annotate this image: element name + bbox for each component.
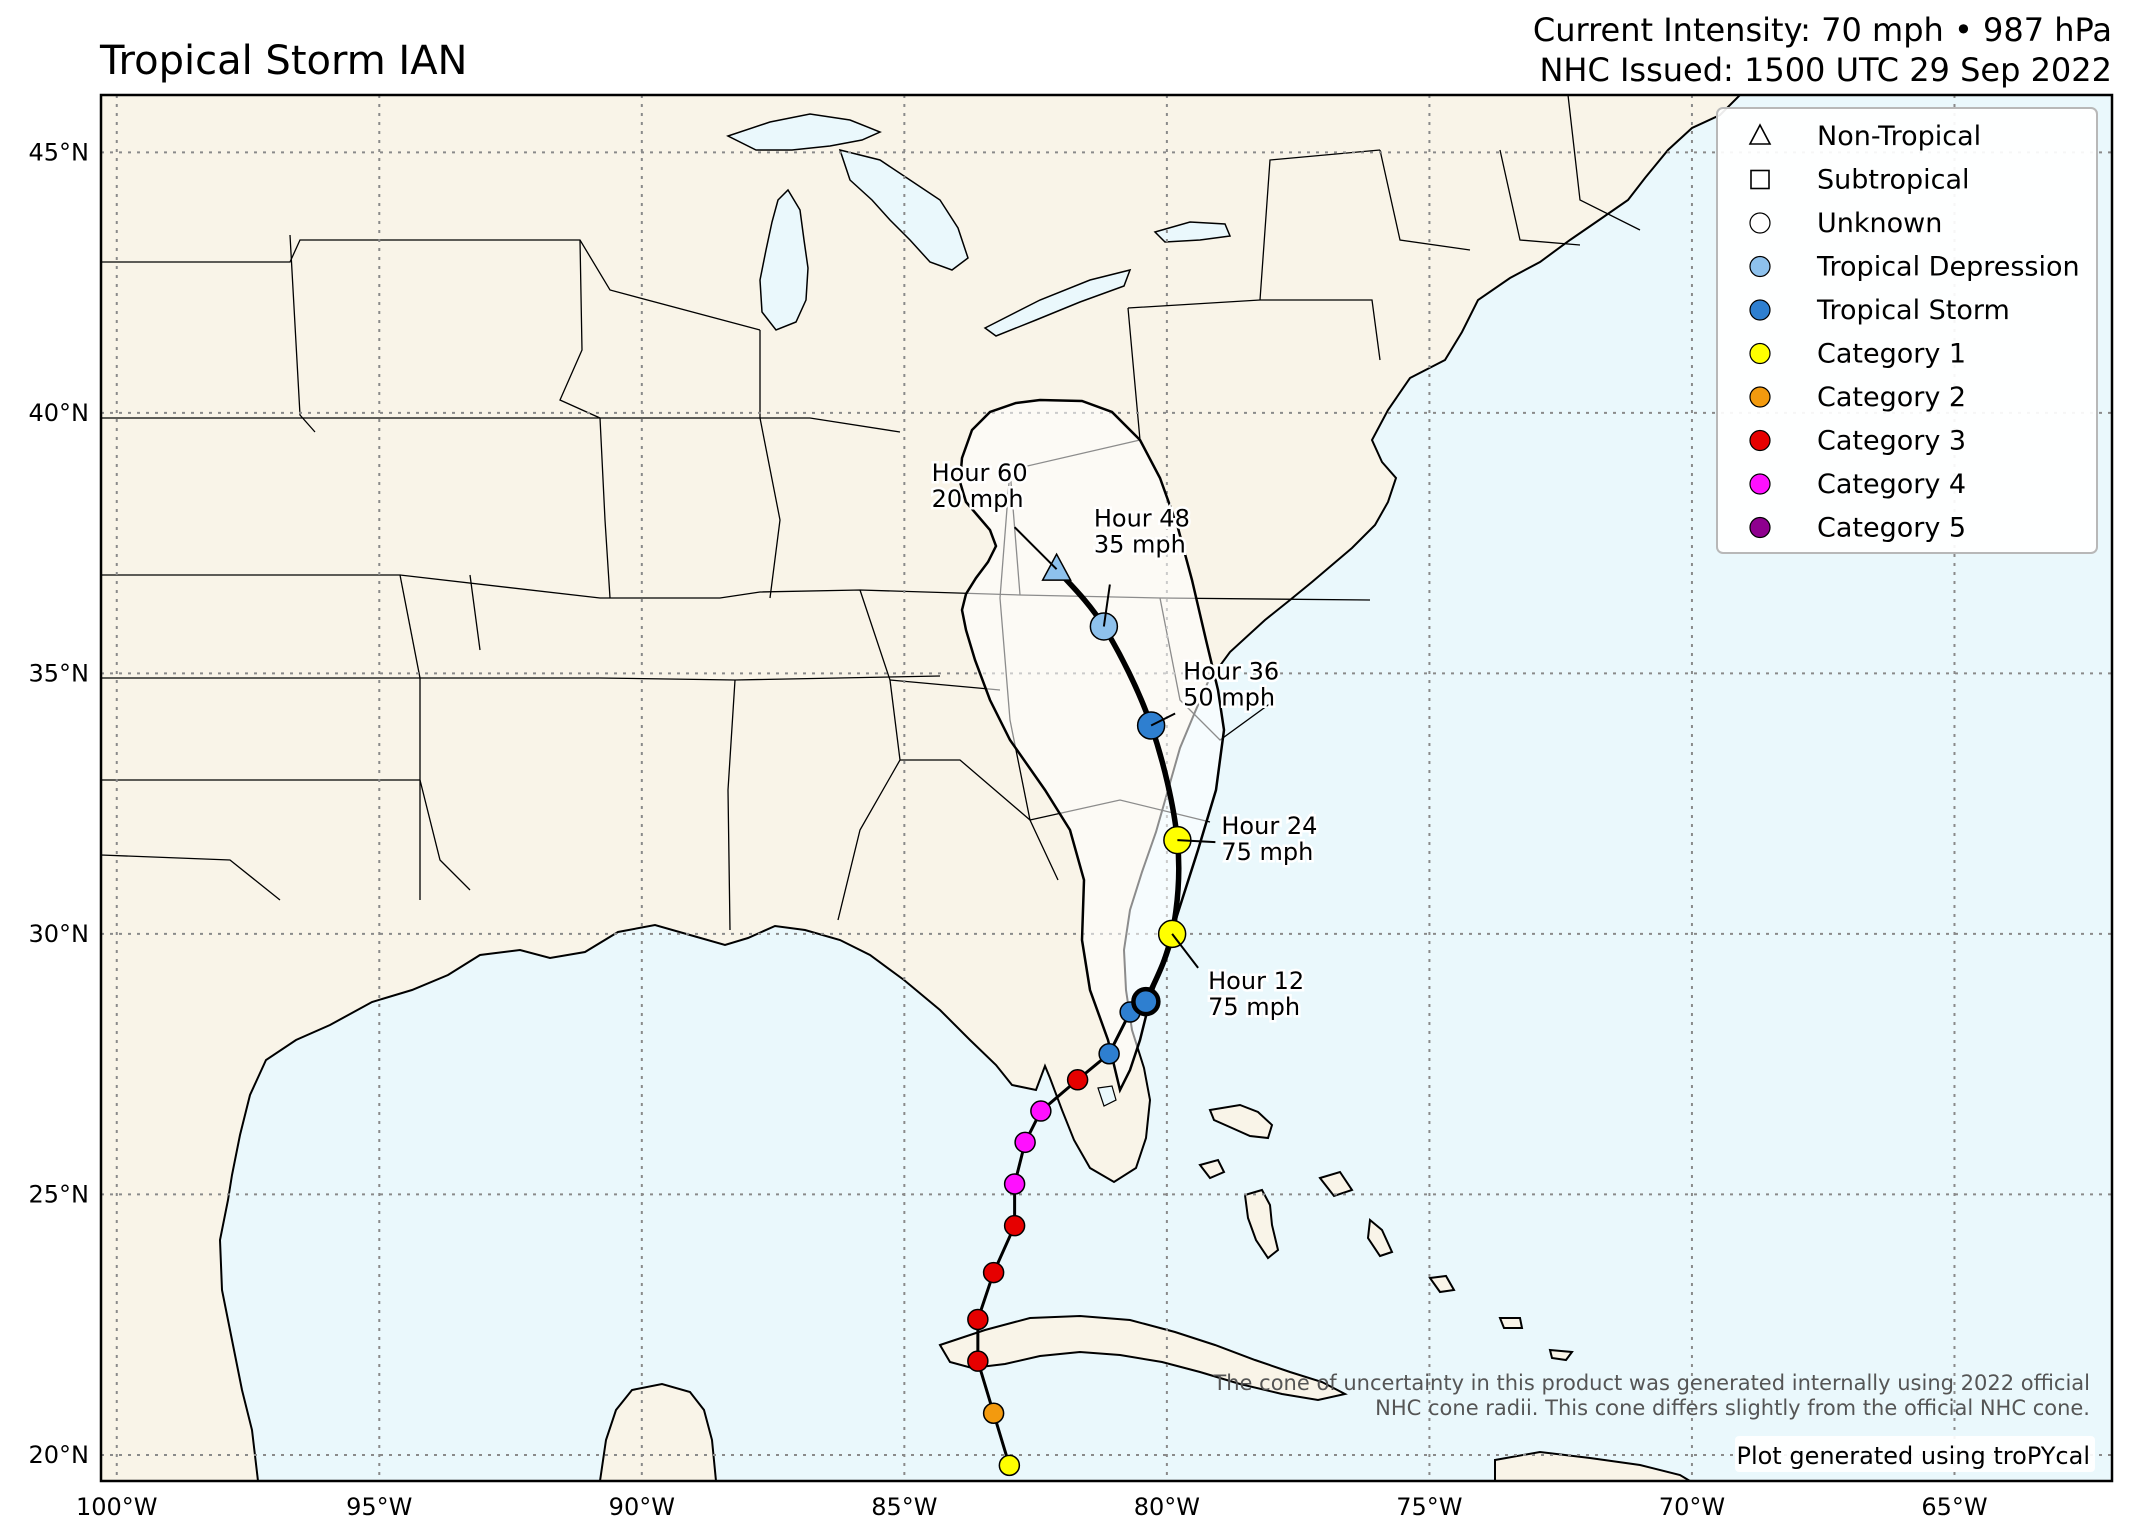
- credit-box: [1735, 1436, 2095, 1472]
- credit-text: Plot generated using troPYcal: [1736, 1442, 2090, 1470]
- legend-label: Category 1: [1817, 339, 1966, 370]
- lon-tick-label: 90°W: [609, 1493, 675, 1521]
- forecast-wind-label: 75 mph: [1221, 838, 1313, 866]
- bahamas-island: [1208, 1103, 1274, 1140]
- bahamas-island: [1548, 1348, 1574, 1362]
- lat-tick-label: 35°N: [29, 659, 90, 687]
- past-track-point: [1003, 1214, 1026, 1237]
- past-track-point: [967, 1308, 989, 1331]
- lon-tick-label: 85°W: [871, 1493, 937, 1521]
- figure-title: Tropical Storm IAN: [100, 38, 468, 84]
- current-intensity: Current Intensity: 70 mph • 987 hPa: [1532, 11, 2112, 49]
- circle-icon: [1749, 429, 1771, 452]
- cone-note: The cone of uncertainty in this product …: [1212, 1371, 2090, 1420]
- past-track-point: [1030, 1100, 1052, 1122]
- lat-tick-label: 40°N: [29, 399, 90, 427]
- forecast-wind-label: 35 mph: [1094, 530, 1186, 558]
- past-track-point: [1003, 1173, 1026, 1195]
- forecast-hour-label: Hour 48: [1094, 504, 1190, 532]
- circle-icon: [1749, 342, 1771, 365]
- lon-tick-label: 100°W: [76, 1493, 158, 1521]
- forecast-hour-label: Hour 36: [1183, 657, 1279, 685]
- yucatan-land: [598, 1382, 718, 1481]
- circle-icon: [1749, 299, 1771, 321]
- forecast-wind-label: 50 mph: [1183, 683, 1275, 711]
- past-track-point: [982, 1402, 1005, 1425]
- triangle-icon: [1748, 123, 1772, 145]
- past-track-point: [967, 1350, 989, 1372]
- forecast-hour-label: Hour 24: [1221, 812, 1317, 840]
- forecast-wind-label: 20 mph: [932, 485, 1024, 513]
- legend-label: Category 5: [1817, 513, 1966, 544]
- cone-outline: [958, 398, 1226, 1094]
- lon-tick-label: 70°W: [1659, 1493, 1725, 1521]
- lake-ontario: [1153, 221, 1232, 243]
- lon-tick-label: 65°W: [1921, 1493, 1987, 1521]
- legend-label: Category 2: [1817, 382, 1966, 413]
- circle-icon: [1749, 255, 1771, 278]
- north-america-land: [101, 95, 1742, 1481]
- bahamas-island: [1198, 1158, 1226, 1180]
- lake-huron: [838, 148, 969, 271]
- forecast-label-leader: [1177, 839, 1216, 844]
- lat-tick-label: 45°N: [29, 138, 90, 166]
- legend: Non-Tropical Subtropical Unknown Tropical D…: [1716, 107, 2098, 554]
- forecast-label-leader: [1013, 526, 1058, 570]
- lat-tick-label: 30°N: [29, 920, 90, 948]
- legend-label: Tropical Storm: [1816, 295, 2010, 326]
- lon-tick-label: 95°W: [346, 1493, 412, 1521]
- current-position-marker: [1131, 986, 1161, 1017]
- lon-tick-label: 75°W: [1396, 1493, 1462, 1521]
- bahamas-island: [1428, 1274, 1456, 1294]
- lake-erie: [983, 268, 1132, 337]
- nhc-issued: NHC Issued: 1500 UTC 29 Sep 2022: [1539, 51, 2112, 89]
- credit-note: Plot generated using troPYcal: [1735, 1436, 2095, 1472]
- landmasses: [101, 95, 1742, 1481]
- legend-box: [1716, 107, 2098, 554]
- lon-tick-label: 80°W: [1134, 1493, 1200, 1521]
- legend-label: Category 4: [1817, 469, 1966, 500]
- legend-label: Subtropical: [1817, 165, 1970, 196]
- past-track-point: [1098, 1042, 1120, 1065]
- forecast-label-leader: [1102, 584, 1111, 627]
- bahamas-island: [1498, 1317, 1524, 1329]
- legend-label: Tropical Depression: [1816, 252, 2080, 283]
- axis-ticks: 100°W 95°W 90°W 85°W 80°W 75°W 70°W 65°W 45°N 40°…: [29, 138, 1988, 1521]
- cone-of-uncertainty: [958, 398, 1226, 1094]
- storm-info: Current Intensity: 70 mph • 987 hPa NHC …: [1533, 10, 2112, 90]
- forecast-hour-label: Hour 60: [932, 459, 1028, 487]
- lat-tick-label: 20°N: [29, 1441, 90, 1469]
- forecast-label-leader: [1171, 933, 1199, 969]
- circle-icon: [1749, 473, 1771, 495]
- legend-label: Non-Tropical: [1817, 121, 1981, 152]
- legend-label: Unknown: [1817, 208, 1942, 239]
- lake-okeechobee: [1097, 1085, 1117, 1107]
- past-track-point: [1066, 1069, 1089, 1091]
- lat-tick-label: 25°N: [29, 1180, 90, 1208]
- cone-note-line-2: NHC cone radii. This cone differs slight…: [1375, 1396, 2090, 1420]
- hispaniola-land: [1494, 1450, 1692, 1481]
- bahamas-island: [1366, 1218, 1394, 1258]
- past-track-point: [998, 1454, 1021, 1477]
- forecast-wind-label: 75 mph: [1208, 993, 1300, 1021]
- map-frame: [99, 93, 2114, 1483]
- cone-note-line-1: The cone of uncertainty in this product …: [1212, 1371, 2090, 1395]
- circle-icon: [1749, 386, 1771, 408]
- cuba-land: [938, 1314, 1348, 1402]
- square-icon: [1750, 169, 1770, 190]
- circle-icon: [1749, 212, 1771, 234]
- past-track-point: [982, 1261, 1005, 1284]
- past-track-point: [1014, 1131, 1036, 1154]
- forecast-point-non-tropical: [1041, 552, 1072, 581]
- lake-superior: [726, 113, 882, 151]
- circle-icon: [1749, 516, 1771, 539]
- lake-michigan: [759, 188, 809, 331]
- forecast-label-leader: [1150, 712, 1176, 727]
- forecast-hour-label: Hour 12: [1208, 967, 1304, 995]
- bahamas-island: [1318, 1170, 1354, 1198]
- legend-label: Category 3: [1817, 426, 1966, 457]
